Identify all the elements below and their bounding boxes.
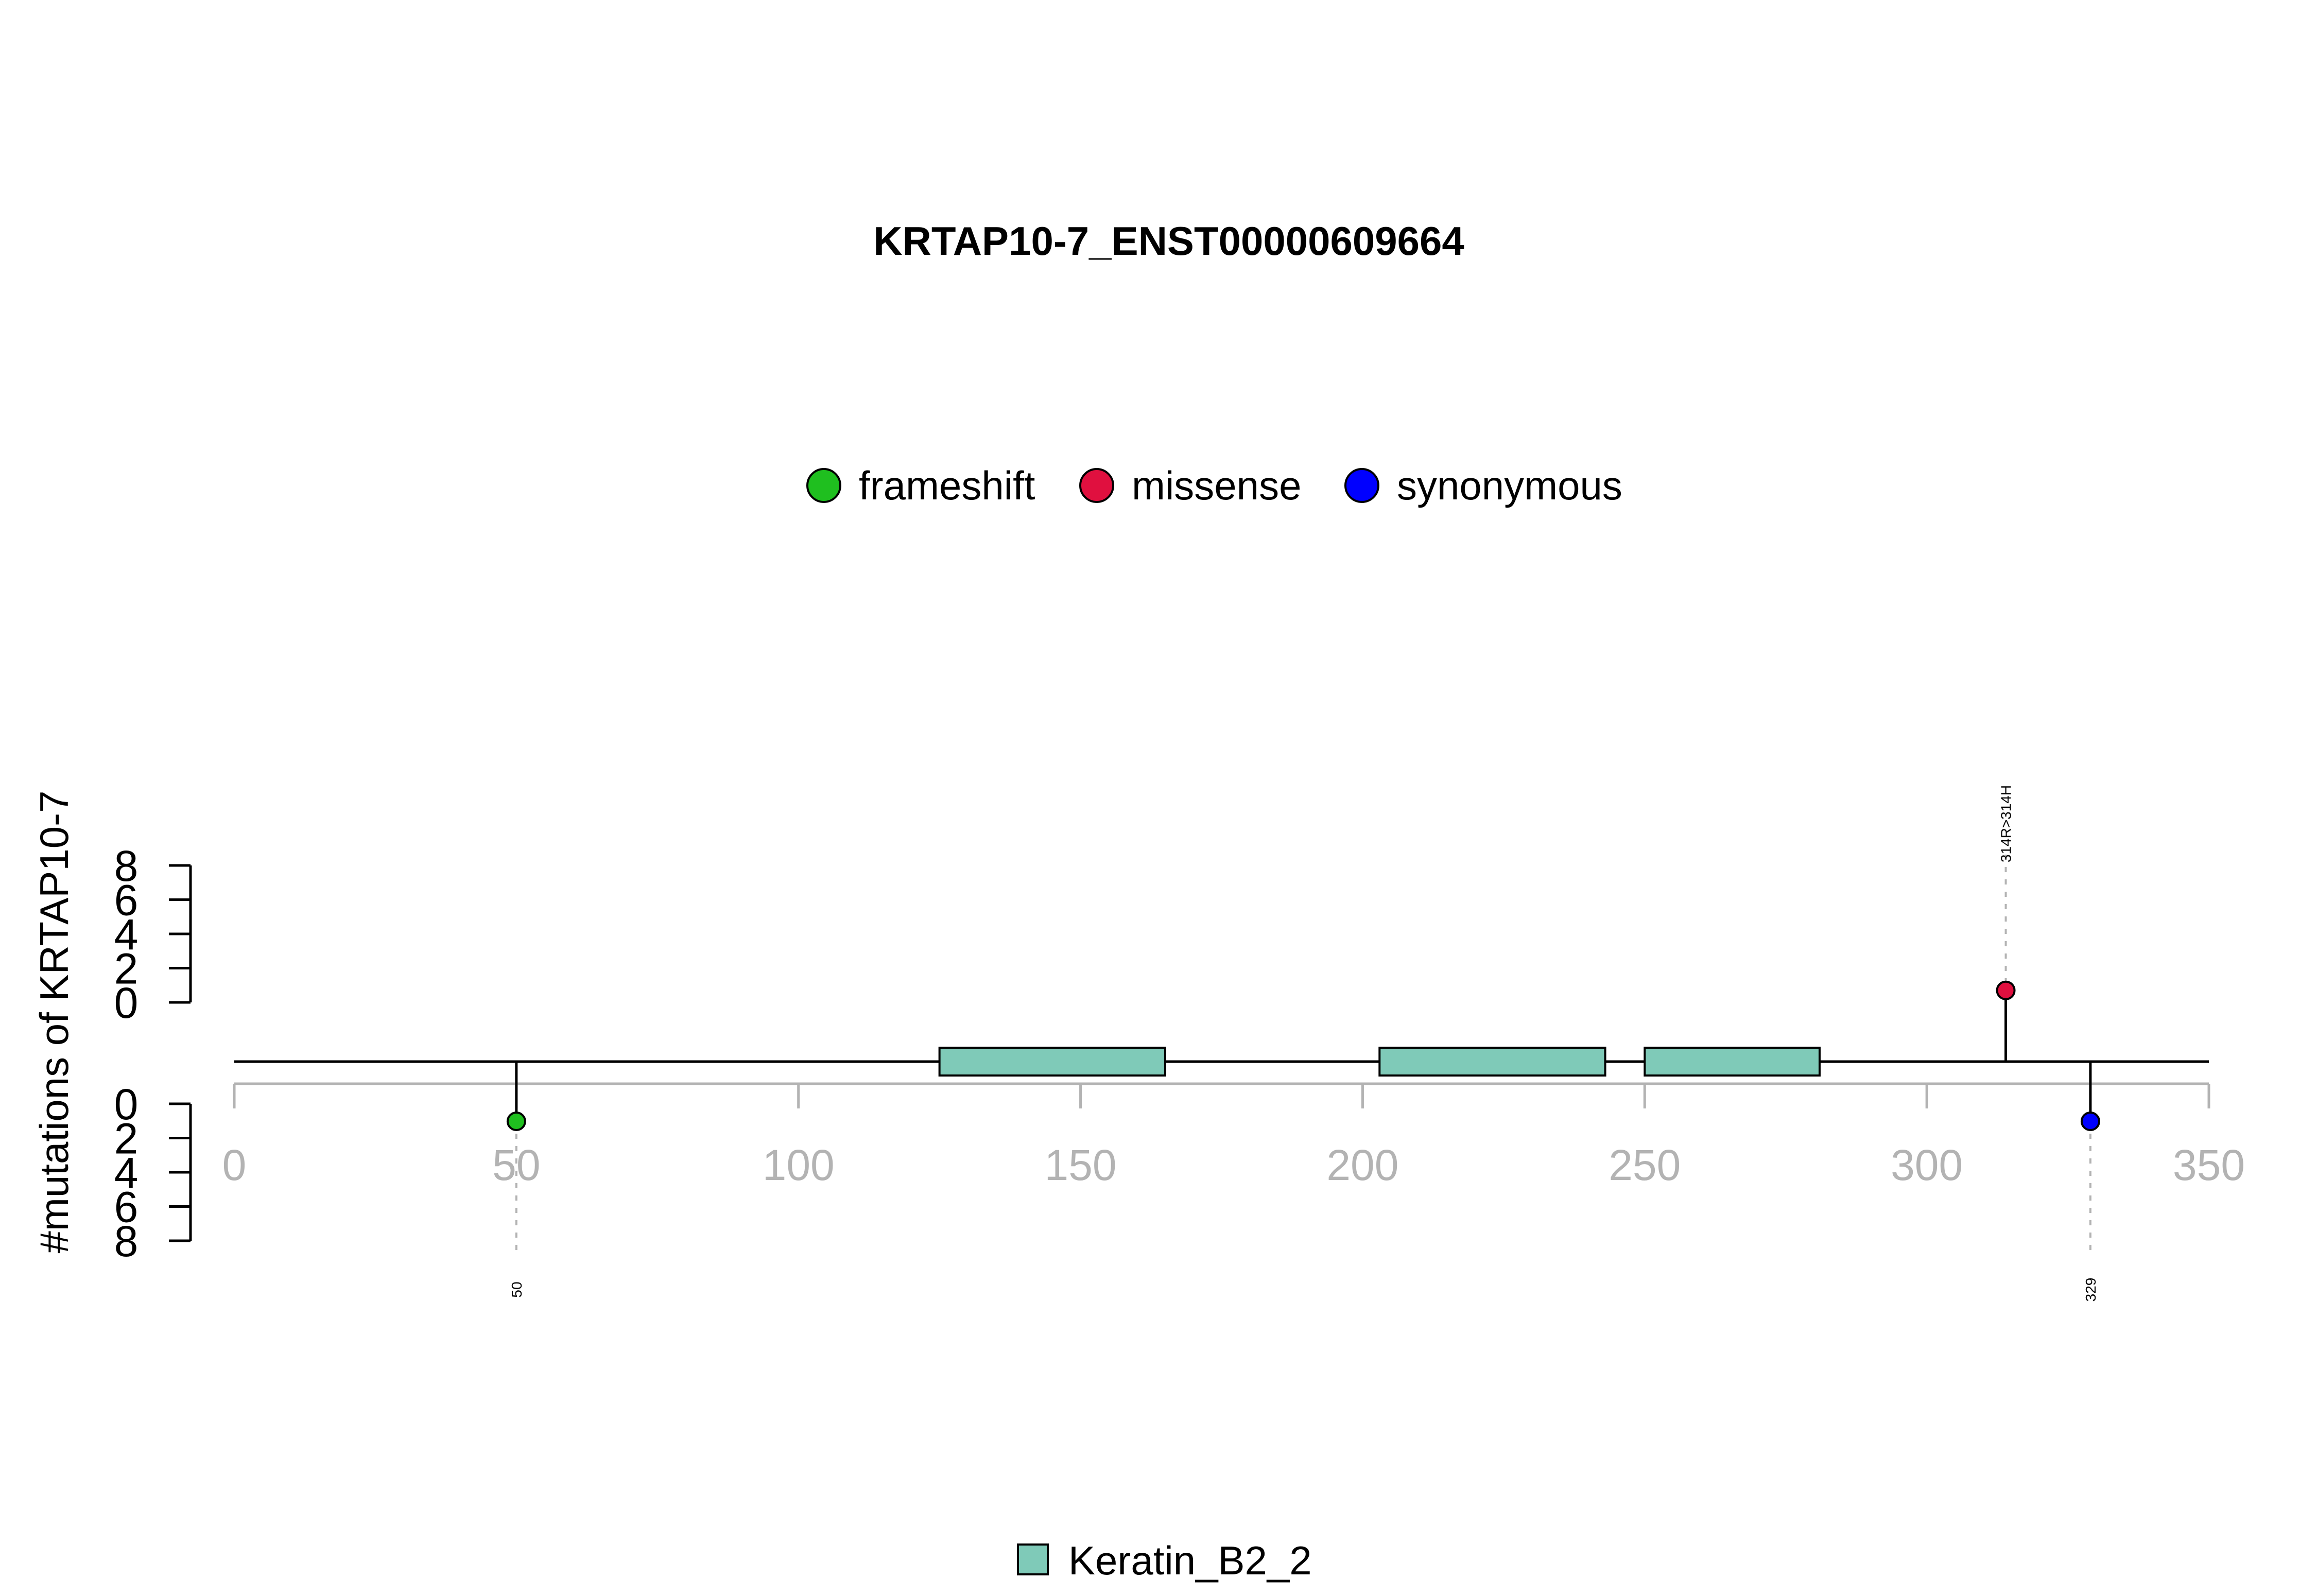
- top-count-axis-tick-label: 2: [114, 945, 139, 993]
- synonymous-legend-label: synonymous: [1397, 463, 1622, 508]
- x-axis-tick-label: 200: [1326, 1141, 1398, 1189]
- x-axis-tick-label: 250: [1609, 1141, 1681, 1189]
- x-axis-tick-label: 50: [492, 1141, 540, 1189]
- legend: frameshift missense synonymous: [806, 463, 1622, 508]
- missense-legend-marker: [1079, 468, 1114, 503]
- top-count-axis-tick-label: 8: [114, 842, 139, 890]
- mutation-guides: [515, 855, 2091, 1251]
- bottom-count-axis-tick-label: 4: [114, 1149, 139, 1197]
- x-axis-tick-label: 350: [2173, 1141, 2245, 1189]
- domain-legend-label: Keratin_B2_2: [1068, 1538, 1312, 1583]
- domain-Keratin_B2_2-2: [1378, 1047, 1606, 1077]
- y-axis-label: #mutations of KRTAP10-7: [31, 791, 77, 1254]
- domain-Keratin_B2_2-1: [938, 1047, 1166, 1077]
- mutation-point-314: [1996, 980, 2016, 1000]
- frameshift-legend-label: frameshift: [859, 463, 1035, 508]
- x-axis-tick-label: 100: [763, 1141, 835, 1189]
- mutation-label-50: 50: [509, 1281, 525, 1297]
- bottom-count-axis-tick-label: 0: [114, 1080, 139, 1129]
- missense-legend-label: missense: [1132, 463, 1301, 508]
- mutation-label-329: 329: [2083, 1278, 2099, 1302]
- bottom-count-axis-tick-label: 8: [114, 1217, 139, 1265]
- frameshift-legend-marker: [806, 468, 841, 503]
- x-axis: 0 50 100 150 200 250 300 350: [222, 1082, 2245, 1189]
- bottom-count-axis-tick-label: 2: [114, 1115, 139, 1163]
- synonymous-legend-marker: [1344, 468, 1379, 503]
- top-count-axis-tick-label: 4: [114, 910, 139, 959]
- x-axis-tick-label: 150: [1044, 1141, 1116, 1189]
- x-axis-tick-label: 0: [222, 1141, 247, 1189]
- mutations: 50 314R>314H 329: [506, 785, 2100, 1302]
- x-axis-tick-label: 300: [1891, 1141, 1963, 1189]
- domain-legend-swatch: [1017, 1543, 1049, 1575]
- domains: [938, 1047, 1821, 1077]
- chart-title: KRTAP10-7_ENST00000609664: [873, 218, 1464, 264]
- mutation-label-314: 314R>314H: [1998, 785, 2014, 862]
- mutation-point-50: [506, 1112, 526, 1131]
- top-count-axis-tick-label: 0: [114, 979, 139, 1027]
- domain-Keratin_B2_2-3: [1644, 1047, 1821, 1077]
- top-count-axis-tick-label: 6: [114, 876, 139, 925]
- domain-legend: Keratin_B2_2: [1017, 1538, 1312, 1583]
- bottom-count-axis-tick-label: 6: [114, 1183, 139, 1231]
- mutation-point-329: [2080, 1112, 2100, 1131]
